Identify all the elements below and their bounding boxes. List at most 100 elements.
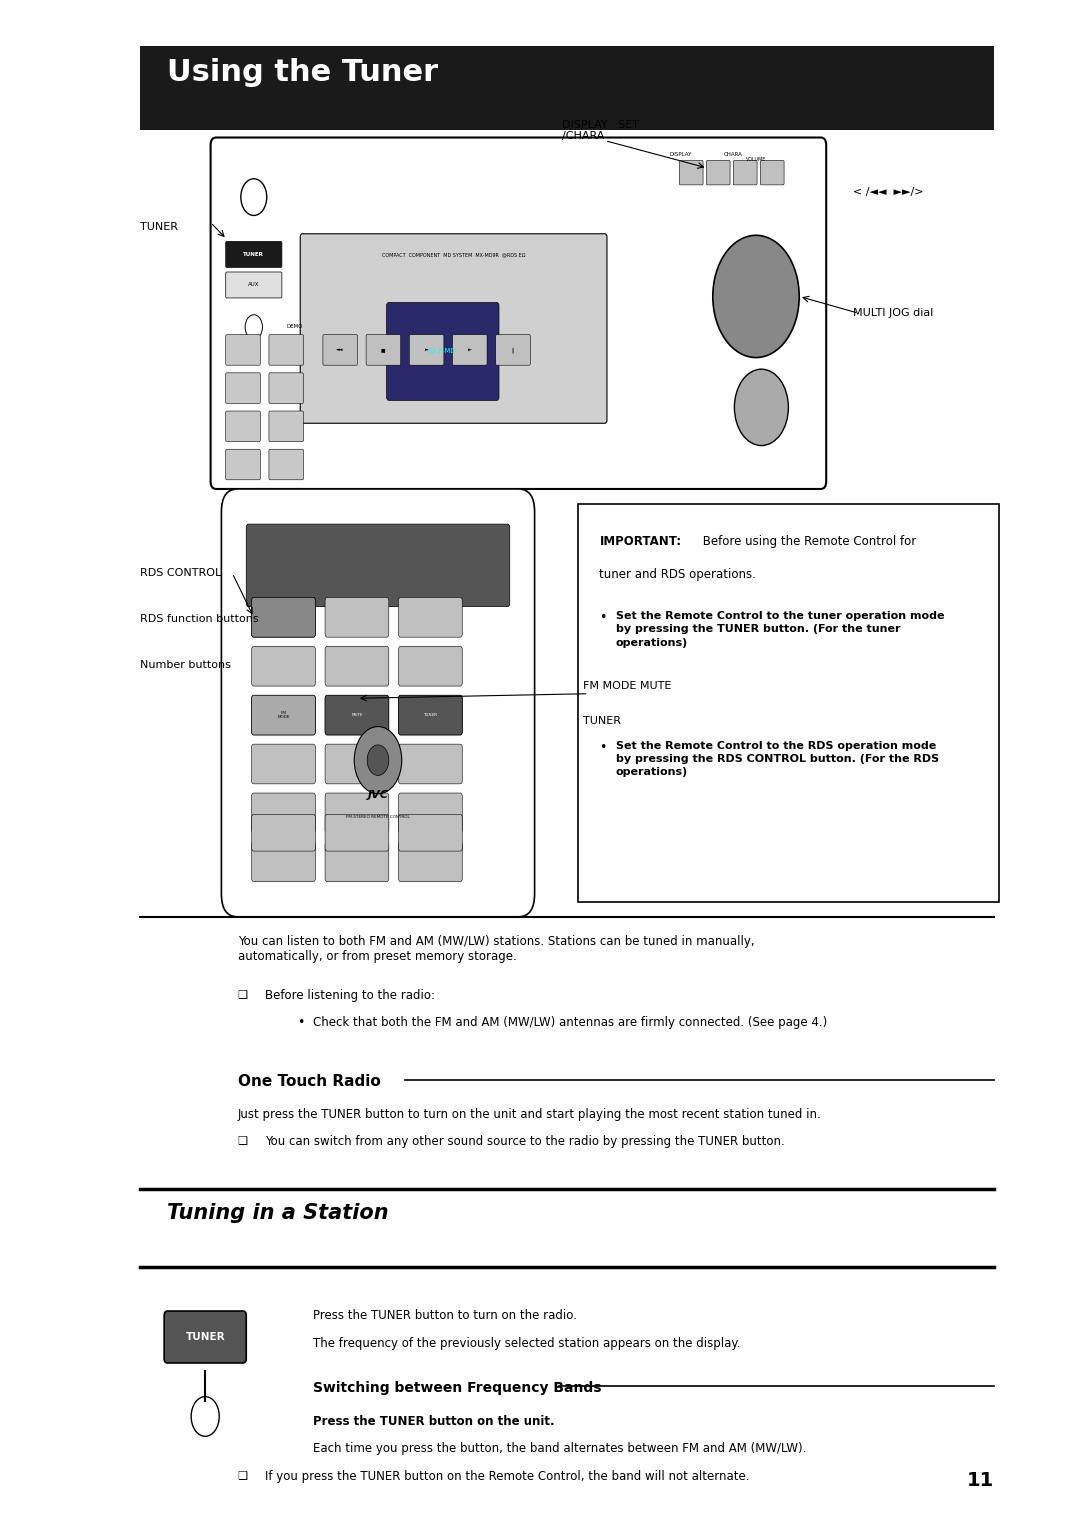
Text: Using the Tuner: Using the Tuner (167, 58, 438, 87)
FancyBboxPatch shape (269, 411, 303, 442)
Text: FM-STEREO REMOTE CONTROL: FM-STEREO REMOTE CONTROL (346, 816, 410, 819)
FancyBboxPatch shape (140, 1196, 994, 1261)
Text: The frequency of the previously selected station appears on the display.: The frequency of the previously selected… (313, 1337, 741, 1351)
Text: tuner and RDS operations.: tuner and RDS operations. (599, 568, 756, 582)
FancyBboxPatch shape (252, 793, 315, 833)
Text: < /◄◄  ►►/>: < /◄◄ ►►/> (853, 188, 923, 197)
FancyBboxPatch shape (252, 744, 315, 784)
FancyBboxPatch shape (252, 695, 315, 735)
FancyBboxPatch shape (399, 842, 462, 882)
FancyBboxPatch shape (226, 449, 260, 480)
FancyBboxPatch shape (140, 46, 994, 130)
Text: Tuning in a Station: Tuning in a Station (167, 1203, 389, 1222)
FancyBboxPatch shape (399, 646, 462, 686)
Text: COMPACT  COMPONENT  MD SYSTEM  MX-MD9R  @RDS EΩ: COMPACT COMPONENT MD SYSTEM MX-MD9R @RDS… (382, 252, 525, 257)
Text: JVC: JVC (367, 790, 389, 799)
Text: You can switch from any other sound source to the radio by pressing the TUNER bu: You can switch from any other sound sour… (265, 1135, 784, 1149)
Text: DEMO: DEMO (286, 324, 302, 330)
FancyBboxPatch shape (323, 335, 357, 365)
FancyBboxPatch shape (221, 489, 535, 917)
Text: EJ 2-MD: EJ 2-MD (430, 348, 456, 354)
Text: Press the TUNER button to turn on the radio.: Press the TUNER button to turn on the ra… (313, 1309, 577, 1323)
FancyBboxPatch shape (226, 241, 282, 267)
FancyBboxPatch shape (164, 1311, 246, 1363)
Text: TUNER: TUNER (140, 223, 178, 232)
FancyBboxPatch shape (325, 814, 389, 851)
Text: If you press the TUNER button on the Remote Control, the band will not alternate: If you press the TUNER button on the Rem… (265, 1470, 750, 1484)
Text: DISPLAY   SET: DISPLAY SET (562, 119, 638, 130)
FancyBboxPatch shape (706, 160, 730, 185)
FancyBboxPatch shape (269, 335, 303, 365)
Text: FM
MODE: FM MODE (278, 711, 289, 720)
FancyBboxPatch shape (226, 373, 260, 403)
Text: /CHARA: /CHARA (562, 130, 604, 141)
Text: AUX: AUX (248, 283, 259, 287)
FancyBboxPatch shape (252, 646, 315, 686)
Text: ||: || (511, 347, 515, 353)
FancyBboxPatch shape (325, 842, 389, 882)
Circle shape (734, 370, 788, 446)
FancyBboxPatch shape (325, 744, 389, 784)
Text: Number buttons: Number buttons (140, 660, 231, 669)
FancyBboxPatch shape (399, 695, 462, 735)
Circle shape (367, 746, 389, 776)
Text: FM MODE MUTE: FM MODE MUTE (583, 681, 672, 691)
Text: ❑: ❑ (238, 1470, 247, 1481)
Text: One Touch Radio: One Touch Radio (238, 1074, 380, 1089)
FancyBboxPatch shape (226, 272, 282, 298)
FancyBboxPatch shape (325, 695, 389, 735)
Circle shape (713, 235, 799, 358)
Text: You can listen to both FM and AM (MW/LW) stations. Stations can be tuned in manu: You can listen to both FM and AM (MW/LW)… (238, 935, 754, 963)
Text: RDS function buttons: RDS function buttons (140, 614, 259, 623)
Text: ►: ► (424, 347, 429, 353)
FancyBboxPatch shape (300, 234, 607, 423)
FancyBboxPatch shape (325, 695, 389, 735)
FancyBboxPatch shape (733, 160, 757, 185)
FancyBboxPatch shape (252, 842, 315, 882)
Text: Before listening to the radio:: Before listening to the radio: (265, 989, 434, 1002)
FancyBboxPatch shape (399, 793, 462, 833)
Text: IMPORTANT:: IMPORTANT: (599, 535, 681, 549)
Text: TUNER: TUNER (186, 1332, 225, 1342)
Text: MUTE: MUTE (351, 714, 363, 717)
Text: Just press the TUNER button to turn on the unit and start playing the most recen: Just press the TUNER button to turn on t… (238, 1108, 822, 1122)
FancyBboxPatch shape (269, 449, 303, 480)
FancyBboxPatch shape (325, 646, 389, 686)
Text: Check that both the FM and AM (MW/LW) antennas are firmly connected. (See page 4: Check that both the FM and AM (MW/LW) an… (313, 1016, 827, 1030)
FancyBboxPatch shape (578, 504, 999, 902)
Text: ►: ► (468, 347, 472, 353)
Text: DISPLAY: DISPLAY (670, 153, 692, 157)
Text: CHARA: CHARA (724, 153, 742, 157)
FancyBboxPatch shape (246, 524, 510, 607)
Text: RDS CONTROL: RDS CONTROL (140, 568, 221, 578)
FancyBboxPatch shape (496, 335, 530, 365)
FancyBboxPatch shape (679, 160, 703, 185)
FancyBboxPatch shape (252, 597, 315, 637)
Circle shape (354, 727, 402, 795)
Text: Switching between Frequency Bands: Switching between Frequency Bands (313, 1381, 602, 1395)
Text: ❑: ❑ (238, 1135, 247, 1146)
Text: •: • (297, 1016, 305, 1030)
FancyBboxPatch shape (325, 793, 389, 833)
FancyBboxPatch shape (760, 160, 784, 185)
Text: Each time you press the button, the band alternates between FM and AM (MW/LW).: Each time you press the button, the band… (313, 1442, 807, 1456)
FancyBboxPatch shape (252, 695, 315, 735)
Text: ❑: ❑ (238, 989, 247, 999)
Text: Set the Remote Control to the tuner operation mode
by pressing the TUNER button.: Set the Remote Control to the tuner oper… (616, 611, 944, 648)
Text: TUNER: TUNER (243, 252, 265, 257)
Text: 11: 11 (967, 1471, 994, 1490)
Text: TUNER: TUNER (583, 717, 621, 726)
FancyBboxPatch shape (252, 597, 315, 637)
Text: ■: ■ (381, 347, 386, 353)
Text: Before using the Remote Control for: Before using the Remote Control for (699, 535, 916, 549)
Text: •: • (599, 741, 607, 755)
FancyBboxPatch shape (226, 335, 260, 365)
FancyBboxPatch shape (226, 411, 260, 442)
Text: •: • (599, 611, 607, 625)
FancyBboxPatch shape (399, 597, 462, 637)
FancyBboxPatch shape (269, 373, 303, 403)
FancyBboxPatch shape (211, 138, 826, 489)
FancyBboxPatch shape (387, 303, 499, 400)
FancyBboxPatch shape (453, 335, 487, 365)
Text: TUNER: TUNER (423, 714, 437, 717)
